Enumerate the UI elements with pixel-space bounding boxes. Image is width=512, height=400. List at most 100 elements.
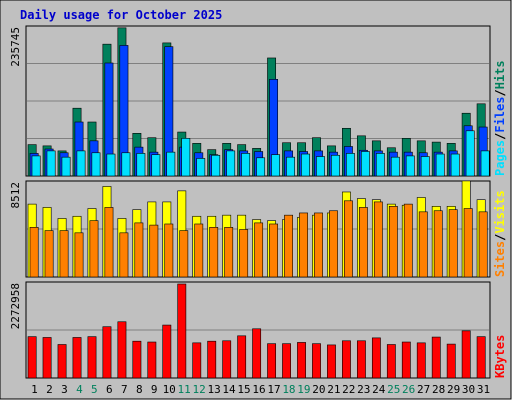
day-label-29: 29: [447, 383, 460, 396]
bar-kbytes-day-18: [282, 343, 291, 379]
bar-pages-day-31: [480, 150, 490, 177]
bar-sites-day-28: [433, 210, 443, 278]
bar-kbytes-day-7: [117, 321, 127, 379]
bar-sites-day-26: [403, 203, 413, 278]
bar-sites-day-18: [284, 214, 293, 278]
legend-entry: /: [493, 234, 507, 241]
bar-kbytes-day-12: [192, 342, 202, 379]
day-label-13: 13: [207, 383, 220, 396]
bar-pages-day-6: [106, 153, 116, 177]
bar-pages-day-2: [46, 150, 56, 177]
legend-kbytes: KBytes: [493, 335, 507, 378]
legend-entry: Hits: [493, 60, 507, 89]
bar-kbytes-day-5: [87, 336, 97, 379]
bar-kbytes-day-30: [461, 330, 471, 379]
bar-kbytes-day-14: [222, 340, 232, 379]
legend-entry: Sites: [493, 241, 507, 277]
day-label-15: 15: [237, 383, 250, 396]
bar-pages-day-16: [256, 157, 266, 177]
bar-sites-day-13: [209, 227, 219, 278]
ymax-label-kbytes: 2272958: [9, 283, 22, 329]
bar-sites-day-2: [44, 230, 54, 278]
day-label-25: 25: [387, 383, 400, 396]
bar-sites-day-17: [269, 223, 279, 278]
bar-sites-day-14: [224, 227, 234, 278]
bar-pages-day-19: [301, 153, 310, 177]
bar-sites-day-30: [463, 208, 473, 278]
bar-pages-day-18: [286, 156, 295, 177]
bar-kbytes-day-10: [162, 324, 172, 379]
day-label-27: 27: [417, 383, 430, 396]
day-label-3: 3: [61, 383, 68, 396]
day-label-14: 14: [222, 383, 236, 396]
bar-kbytes-day-23: [356, 340, 366, 379]
day-label-8: 8: [136, 383, 143, 396]
day-label-31: 31: [477, 383, 490, 396]
bar-sites-day-10: [164, 223, 174, 278]
day-label-22: 22: [342, 383, 355, 396]
day-label-19: 19: [297, 383, 310, 396]
bar-sites-day-21: [329, 210, 338, 278]
bar-pages-day-13: [211, 154, 221, 177]
bar-pages-day-20: [316, 156, 325, 177]
day-label-9: 9: [151, 383, 158, 396]
bar-kbytes-day-17: [267, 343, 277, 379]
day-label-12: 12: [193, 383, 206, 396]
legend-hits_files_pages: Pages/Files/Hits: [493, 60, 507, 176]
panel-kbytes: 2272958 KBytes: [9, 281, 507, 379]
bar-sites-day-5: [89, 220, 99, 278]
day-label-1: 1: [31, 383, 38, 396]
day-label-28: 28: [432, 383, 445, 396]
bar-kbytes-day-21: [327, 344, 336, 379]
bar-pages-day-14: [226, 150, 236, 177]
legend-entry: KBytes: [493, 335, 507, 378]
legend-entry: /: [493, 89, 507, 96]
bar-sites-day-9: [149, 224, 159, 278]
panel-hits_files_pages: 235745 Pages/Files/Hits: [9, 25, 507, 177]
bar-sites-day-19: [299, 212, 308, 278]
bar-kbytes-day-8: [132, 340, 142, 379]
bar-sites-day-1: [29, 227, 39, 278]
bar-pages-day-21: [331, 154, 340, 177]
bar-kbytes-day-15: [237, 335, 247, 379]
bar-kbytes-day-25: [386, 344, 396, 379]
bar-pages-day-24: [375, 153, 385, 177]
day-label-4: 4: [76, 383, 83, 396]
ymax-label-hits_files_pages: 235745: [9, 27, 22, 67]
day-label-11: 11: [178, 383, 191, 396]
day-label-2: 2: [46, 383, 53, 396]
bar-kbytes-day-11: [177, 283, 187, 379]
bar-pages-day-25: [390, 156, 400, 177]
bar-sites-day-16: [254, 222, 264, 278]
bar-pages-day-3: [61, 156, 71, 177]
day-label-21: 21: [327, 383, 340, 396]
bar-pages-day-11: [181, 138, 191, 177]
bar-kbytes-day-27: [416, 342, 426, 379]
legend-entry: Files: [493, 97, 507, 133]
bar-kbytes-day-9: [147, 341, 157, 379]
legend-entry: /: [493, 133, 507, 140]
bar-pages-day-22: [346, 153, 355, 177]
day-label-30: 30: [462, 383, 475, 396]
bar-pages-day-1: [31, 155, 41, 177]
day-label-24: 24: [372, 383, 386, 396]
bar-sites-day-6: [104, 207, 114, 278]
day-label-26: 26: [402, 383, 415, 396]
day-label-17: 17: [267, 383, 280, 396]
bar-sites-day-23: [358, 207, 368, 278]
bar-kbytes-day-26: [401, 341, 411, 379]
bar-kbytes-day-2: [42, 337, 52, 379]
bar-sites-day-25: [388, 206, 398, 278]
bar-kbytes-day-3: [57, 344, 67, 379]
bar-sites-day-11: [179, 230, 189, 278]
bar-sites-day-27: [418, 211, 428, 278]
day-label-23: 23: [357, 383, 370, 396]
bar-kbytes-day-19: [297, 342, 306, 379]
bar-pages-day-29: [450, 153, 460, 177]
day-label-20: 20: [312, 383, 325, 396]
bar-pages-day-4: [76, 150, 86, 177]
bar-pages-day-10: [166, 151, 176, 177]
bar-kbytes-day-6: [102, 326, 112, 379]
